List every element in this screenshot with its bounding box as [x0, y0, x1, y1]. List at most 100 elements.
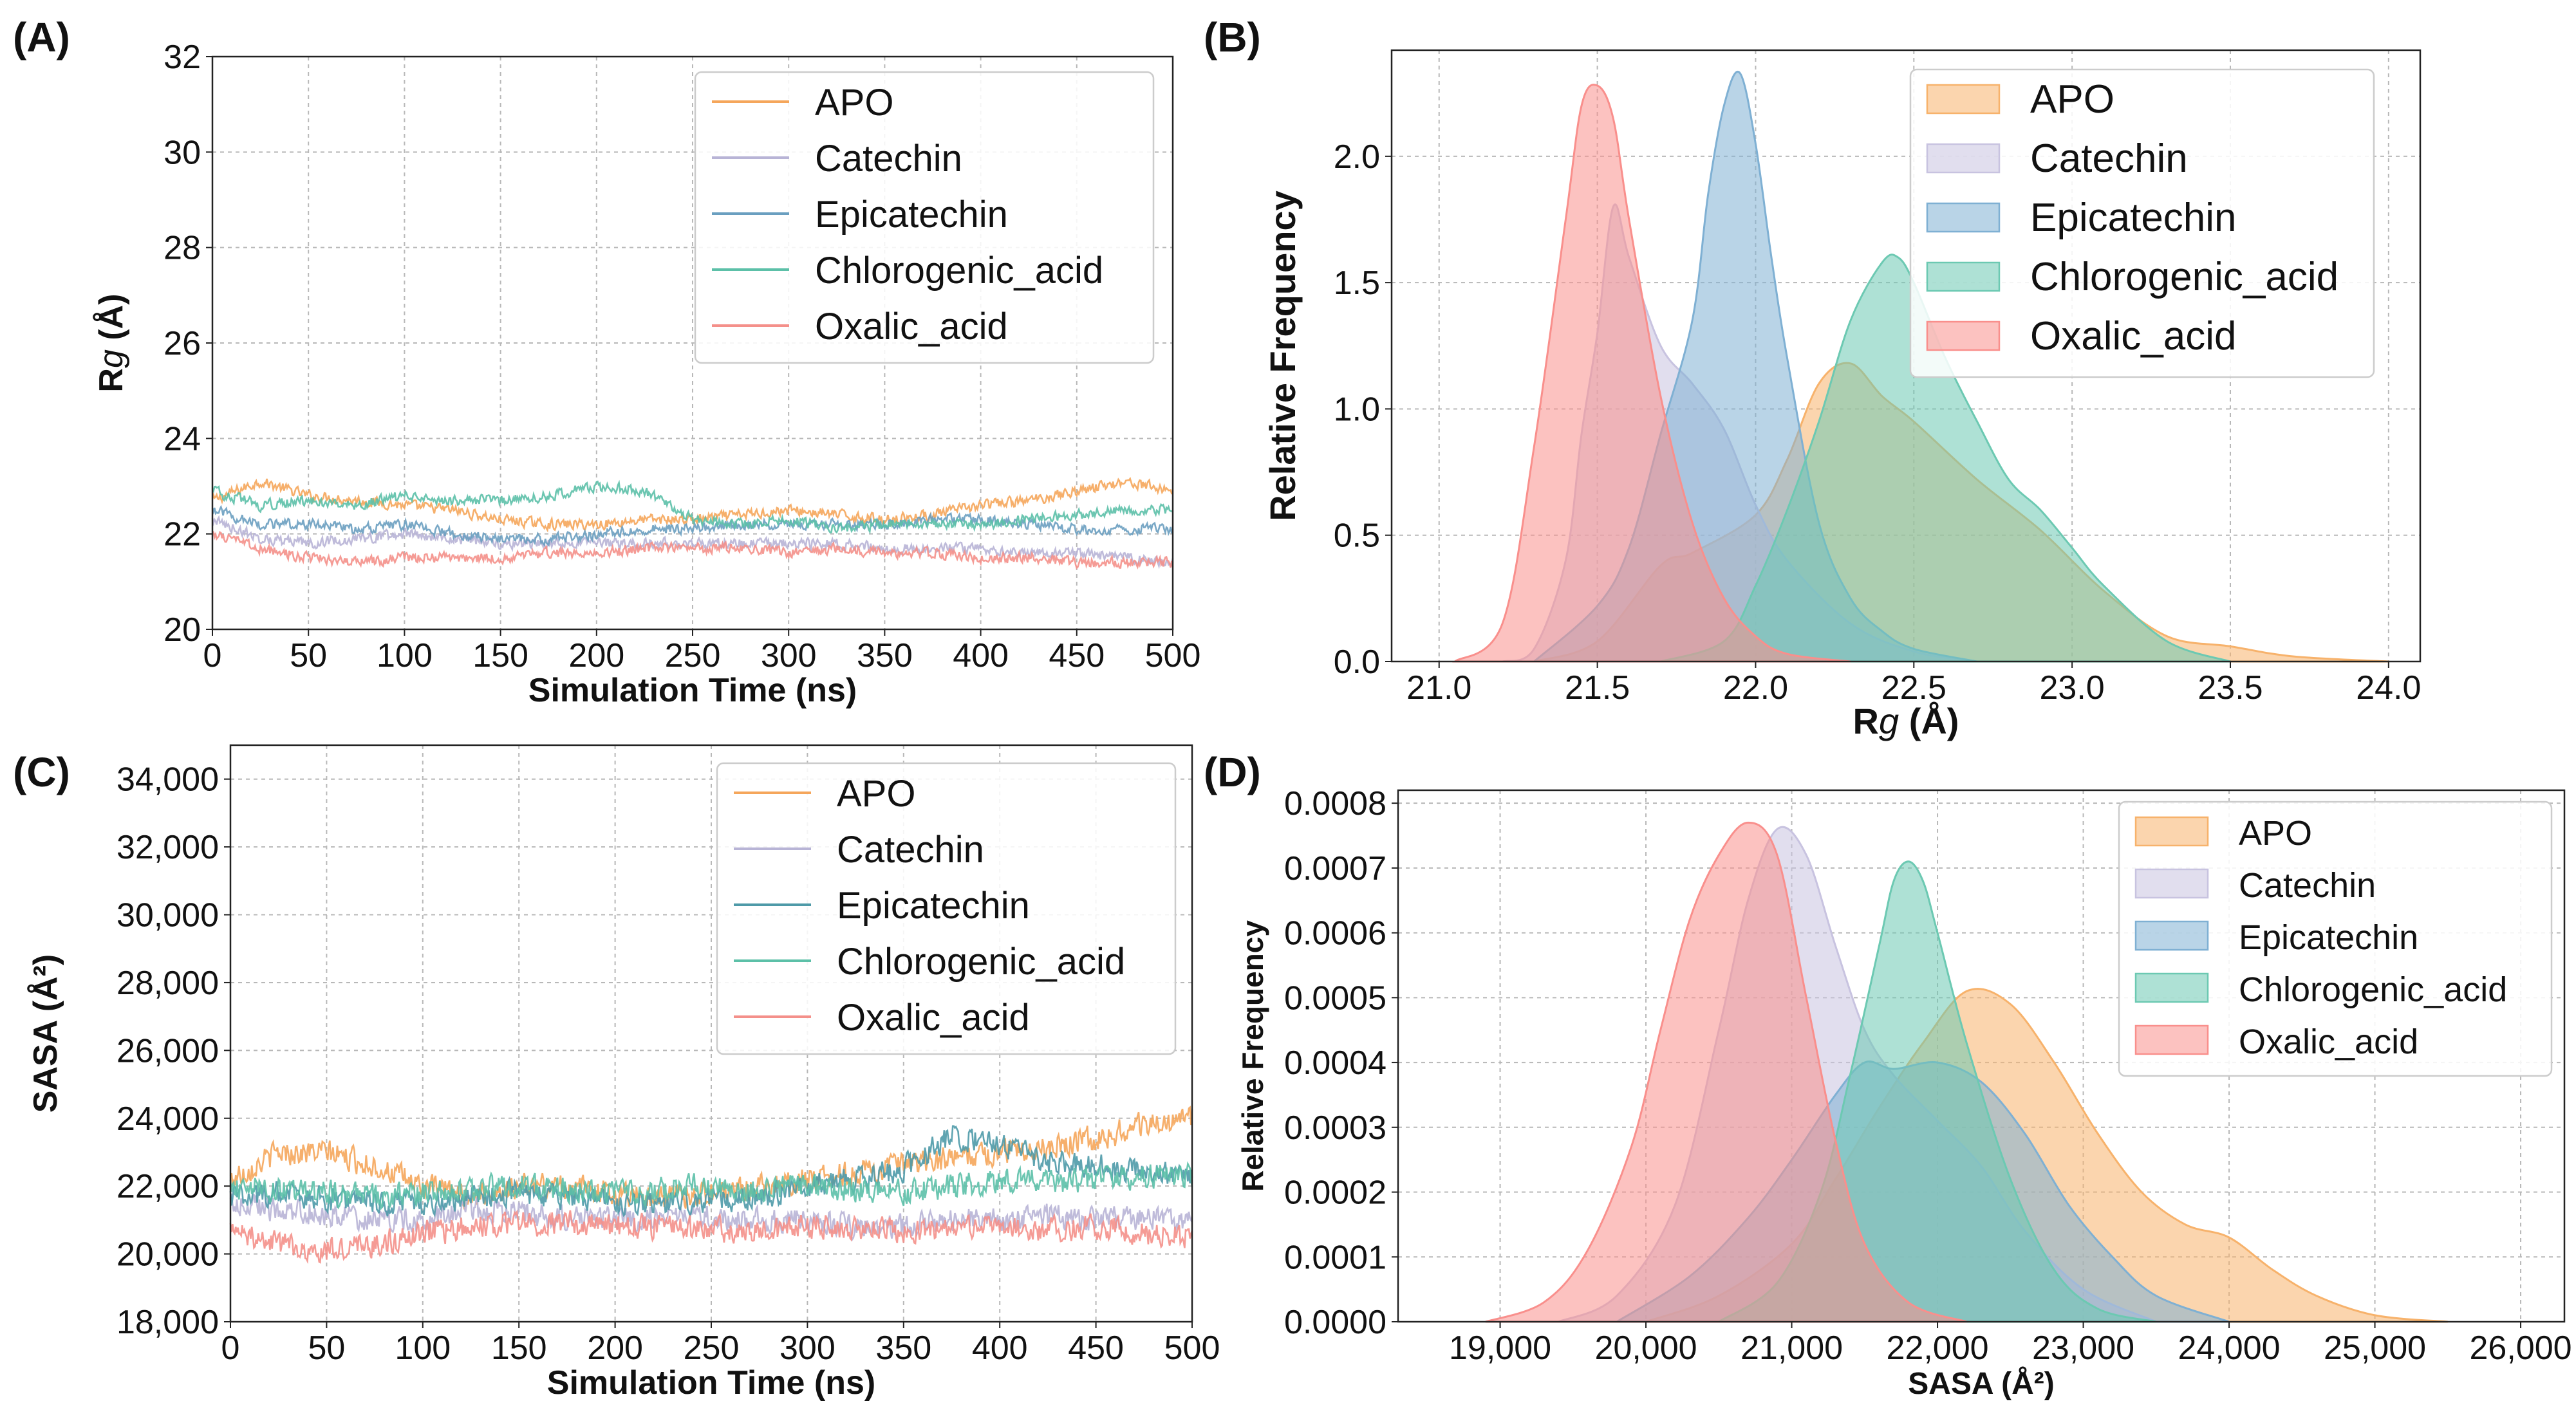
- panel-label: (D): [1204, 749, 1261, 795]
- y-tick-label: 24,000: [117, 1100, 219, 1138]
- legend-entry-epicatechin: Epicatechin: [712, 194, 1008, 236]
- legend-box: [716, 762, 1177, 1055]
- legend-entry-oxalic-acid: Oxalic_acid: [712, 306, 1008, 347]
- x-tick-label: 24.0: [2356, 669, 2421, 707]
- ticks: 19,000 20,000 21,000 22,000 23,000 24,000 25,0…: [1284, 785, 2572, 1367]
- x-axis-title-main: R: [1853, 701, 1879, 741]
- x-axis-title: Simulation Time (ns): [528, 672, 857, 709]
- x-tick-label: 23,000: [2032, 1329, 2134, 1367]
- y-tick-label: 0.0001: [1284, 1239, 1386, 1276]
- x-tick-label: 100: [395, 1329, 451, 1367]
- series-epicatechin-line: [211, 505, 1174, 547]
- x-tick-label: 23.0: [2040, 669, 2105, 707]
- legend-label: Oxalic_acid: [2030, 314, 2236, 358]
- legend: APO Catechin Epicatechin Chlorogenic_acid Ox…: [694, 71, 1155, 364]
- legend-label: Oxalic_acid: [837, 997, 1030, 1039]
- y-tick-label: 24: [163, 420, 201, 458]
- legend: APO Catechin Epicatechin Chlorogenic_acid Ox…: [716, 762, 1177, 1055]
- legend-label: APO: [2239, 814, 2312, 853]
- legend-label: Oxalic_acid: [2239, 1023, 2418, 1061]
- series-group: [211, 476, 1174, 570]
- legend-swatch: [1926, 143, 2001, 174]
- legend-entry-epicatechin: Epicatechin: [734, 885, 1030, 927]
- series-oxalic-acid-area: [1485, 821, 1967, 1323]
- x-tick-label: 23.5: [2198, 669, 2263, 707]
- ticks: 0 50 100 150 200 250 300 350 400 450 500 18,000 20,0…: [117, 761, 1220, 1367]
- x-tick-label: 21.5: [1565, 669, 1630, 707]
- panel-b: (B) 21.0 21.5 22.0 22.5 23.0 23.5 24.0 0.0 0.5 1.0…: [1204, 14, 2421, 741]
- y-tick-label: 1.0: [1334, 391, 1380, 428]
- y-tick-label: 0.0005: [1284, 979, 1386, 1017]
- y-tick-label: 0.5: [1334, 517, 1380, 555]
- legend-label: Catechin: [2239, 866, 2376, 905]
- y-tick-label: 32,000: [117, 829, 219, 866]
- legend-swatch: [2134, 816, 2209, 847]
- x-tick-label: 250: [684, 1329, 740, 1367]
- legend-swatch: [2134, 972, 2209, 1003]
- legend-entry-catechin: Catechin: [712, 138, 962, 180]
- x-tick-label: 450: [1068, 1329, 1124, 1367]
- legend-entry-apo: APO: [1926, 77, 2114, 122]
- legend-entry-epicatechin: Epicatechin: [2134, 918, 2418, 957]
- y-tick-label: 22: [163, 516, 201, 553]
- x-tick-label: 150: [491, 1329, 547, 1367]
- panel-d: (D) 19,000 20,000 21,000 22,000 23,000 24,000 2…: [1204, 749, 2572, 1401]
- ticks: 21.0 21.5 22.0 22.5 23.0 23.5 24.0 0.0 0.5 1.0 1.5…: [1334, 138, 2422, 707]
- y-tick-label: 18,000: [117, 1304, 219, 1341]
- series-apo-line: [229, 1106, 1193, 1210]
- x-tick-label: 21,000: [1741, 1329, 1843, 1367]
- legend-label: Catechin: [2030, 136, 2188, 181]
- x-tick-label: 350: [857, 637, 913, 674]
- panel-c: (C) 0 50 100 150 200 250 300 350 400 450 500 18,000 2…: [13, 744, 1220, 1402]
- legend-label: Epicatechin: [2239, 918, 2418, 957]
- y-tick-label: 30: [163, 134, 201, 171]
- y-tick-label: 1.5: [1334, 264, 1380, 302]
- x-axis-title: Simulation Time (ns): [547, 1364, 875, 1402]
- x-tick-label: 50: [290, 637, 327, 674]
- series-oxalic-acid-area: [1451, 84, 1851, 663]
- x-tick-label: 19,000: [1449, 1329, 1551, 1367]
- legend: APO Catechin Epicatechin Chlorogenic_acid Ox…: [1909, 68, 2375, 378]
- panel-label: (C): [13, 749, 70, 795]
- legend-entry-catechin: Catechin: [2134, 866, 2376, 905]
- y-tick-label: 0.0004: [1284, 1044, 1386, 1082]
- y-axis-title: Relative Frequency: [1262, 190, 1303, 521]
- x-tick-label: 300: [779, 1329, 835, 1367]
- x-tick-label: 200: [587, 1329, 643, 1367]
- x-tick-label: 200: [568, 637, 624, 674]
- x-axis-title: SASA (Å²): [1908, 1366, 2055, 1401]
- y-tick-label: 26: [163, 325, 201, 362]
- x-tick-label: 20,000: [1595, 1329, 1697, 1367]
- legend-entry-catechin: Catechin: [1926, 136, 2188, 181]
- series-group: [229, 1106, 1193, 1264]
- x-tick-label: 300: [761, 637, 817, 674]
- x-tick-label: 0: [203, 637, 222, 674]
- legend-entry-oxalic-acid: Oxalic_acid: [734, 997, 1030, 1039]
- panel-label: (A): [13, 14, 70, 60]
- y-tick-label: 0.0: [1334, 644, 1380, 681]
- x-tick-label: 22.5: [1881, 669, 1946, 707]
- legend-label: APO: [815, 82, 894, 124]
- legend-entry-catechin: Catechin: [734, 829, 984, 871]
- x-tick-label: 150: [472, 637, 528, 674]
- legend-label: Oxalic_acid: [815, 306, 1008, 347]
- x-tick-label: 400: [972, 1329, 1028, 1367]
- legend-swatch: [1926, 84, 2001, 115]
- y-tick-label: 2.0: [1334, 138, 1380, 176]
- y-tick-label: 0.0003: [1284, 1109, 1386, 1147]
- x-tick-label: 500: [1164, 1329, 1220, 1367]
- legend-entry-apo: APO: [734, 773, 916, 815]
- x-tick-label: 26,000: [2470, 1329, 2572, 1367]
- legend-label: Chlorogenic_acid: [837, 941, 1125, 983]
- legend-label: Catechin: [837, 829, 984, 871]
- x-tick-label: 22.0: [1723, 669, 1788, 707]
- plot-frame: [1390, 49, 2422, 663]
- legend-label: Catechin: [815, 138, 962, 180]
- legend-entry-chlorogenic-acid: Chlorogenic_acid: [712, 250, 1103, 292]
- legend-box: [694, 71, 1155, 364]
- y-tick-label: 28: [163, 230, 201, 267]
- panel-a: (A) 0 50 100 150 200 250 300 350 400 450 500 20 22 24 2…: [13, 14, 1200, 709]
- legend-swatch: [2134, 868, 2209, 899]
- x-axis-title: Rg (Å): [1853, 701, 1959, 741]
- plot-frame: [1397, 789, 2566, 1323]
